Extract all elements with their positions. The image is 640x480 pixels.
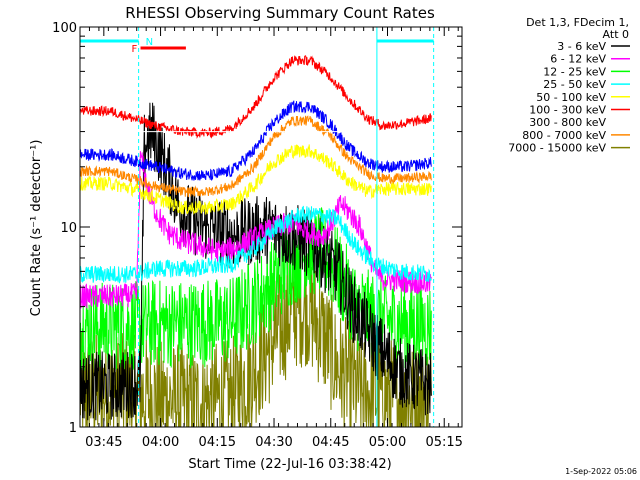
x-tick-label: 05:00 [369, 435, 406, 450]
flare-flag-label: F [132, 44, 138, 55]
legend-label: 7000 - 15000 keV [508, 142, 606, 155]
x-tick-label: 04:45 [312, 435, 349, 450]
legend-label: 12 - 25 keV [543, 65, 606, 78]
y-axis-ticks: 1 10 100 [52, 21, 462, 436]
x-tick-label: 04:15 [199, 435, 236, 450]
legend-label: 800 - 7000 keV [522, 129, 606, 142]
legend-label: 300 - 800 keV [529, 116, 606, 129]
legend-label: 100 - 300 keV [529, 104, 606, 117]
y-tick-label: 1 [69, 421, 77, 436]
series-line-50-100-kev [80, 144, 432, 215]
series-line-25-50-kev [80, 205, 432, 284]
legend-label: 25 - 50 keV [543, 78, 606, 91]
x-tick-label: 04:30 [255, 435, 292, 450]
legend-label: 6 - 12 keV [550, 53, 606, 66]
legend-header-line-2: Att 0 [603, 28, 629, 41]
timestamp: 1-Sep-2022 05:06 [565, 467, 637, 476]
series-line-100-300-kev [80, 55, 432, 139]
night-flag-label: N [146, 37, 153, 48]
y-tick-label: 10 [60, 221, 77, 236]
series-line-unlabeled [80, 100, 432, 181]
legend-header-line-1: Det 1,3, FDecim 1, [526, 16, 629, 29]
x-tick-label: 03:45 [85, 435, 122, 450]
y-axis-label: Count Rate (s⁻¹ detector⁻¹) [29, 140, 44, 317]
x-axis-label: Start Time (22-Jul-16 03:38:42) [188, 457, 391, 472]
plot-area [80, 27, 435, 427]
x-tick-label: 04:00 [142, 435, 179, 450]
legend-label: 50 - 100 keV [536, 91, 606, 104]
x-tick-label: 05:15 [425, 435, 462, 450]
legend-label: 3 - 6 keV [557, 40, 606, 53]
x-axis-ticks: 03:45 04:00 04:15 04:30 04:45 05:00 05:15 [79, 27, 463, 450]
chart-title: RHESSI Observing Summary Count Rates [125, 4, 435, 22]
y-tick-label: 100 [52, 21, 77, 36]
